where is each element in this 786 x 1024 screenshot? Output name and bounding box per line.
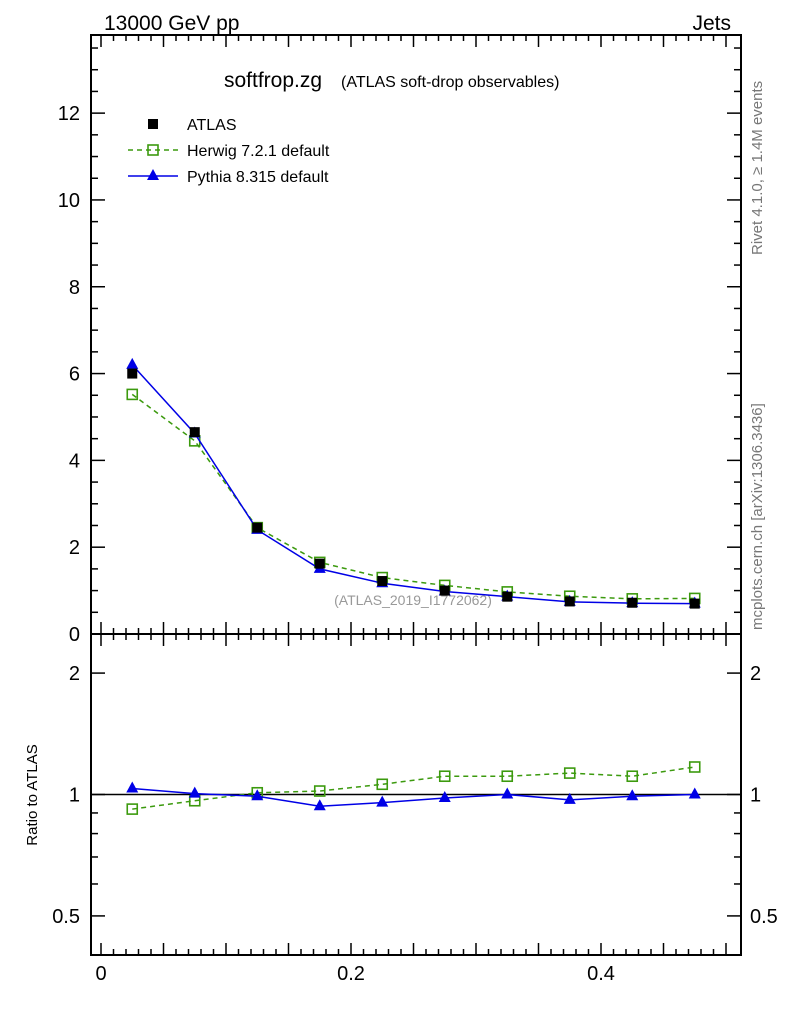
y-tick-label: 2 xyxy=(69,537,80,559)
ratio-y-tick-label-right: 1 xyxy=(750,785,761,807)
ratio-point-2 xyxy=(688,787,701,799)
chart-title: softfrop.zg xyxy=(224,69,322,92)
y-tick-label: 12 xyxy=(58,103,80,125)
x-tick-label: 0.2 xyxy=(337,963,365,985)
data-point-0 xyxy=(627,597,638,608)
data-point-2 xyxy=(126,357,139,369)
ratio-point-2 xyxy=(563,792,576,804)
ratio-point-2 xyxy=(501,787,514,799)
ratio-point-1 xyxy=(313,785,326,797)
y-tick-label: 8 xyxy=(69,277,80,299)
ratio-line-2 xyxy=(132,787,695,808)
data-point-0 xyxy=(314,558,325,569)
chart-subtitle: (ATLAS soft-drop observables) xyxy=(341,74,559,91)
legend-marker-herwig xyxy=(147,144,159,156)
ratio-point-1 xyxy=(501,770,514,783)
series-line-2 xyxy=(131,364,695,605)
ratio-y-tick-label: 2 xyxy=(69,663,80,685)
ratio-point-1 xyxy=(688,761,701,773)
ratio-point-2 xyxy=(188,786,201,798)
data-point-0 xyxy=(127,368,138,379)
ratio-point-1 xyxy=(376,778,389,791)
legend-label-atlas: ATLAS xyxy=(187,117,237,134)
ratio-ylabel: Ratio to ATLAS xyxy=(24,744,41,845)
data-point-0 xyxy=(189,427,200,438)
data-point-0 xyxy=(377,576,388,587)
ratio-point-2 xyxy=(313,799,326,811)
data-point-0 xyxy=(564,596,575,607)
ratio-point-1 xyxy=(563,767,576,779)
rivet-label: Rivet 4.1.0, ≥ 1.4M events xyxy=(749,81,766,255)
data-point-0 xyxy=(439,585,450,596)
ratio-point-1 xyxy=(438,770,451,783)
series-line-1 xyxy=(131,393,695,600)
ratio-point-1 xyxy=(626,770,639,783)
ratio-point-2 xyxy=(438,791,451,803)
data-point-1 xyxy=(126,388,139,401)
x-tick-label: 0 xyxy=(95,963,106,985)
header-right: Jets xyxy=(692,12,731,35)
legend: ATLAS Herwig 7.2.1 default Pythia 8.315 … xyxy=(187,117,330,186)
ratio-point-2 xyxy=(126,781,139,793)
y-tick-label: 6 xyxy=(69,364,80,386)
ratio-y-tick-label: 0.5 xyxy=(52,906,80,928)
ratio-point-1 xyxy=(126,803,139,815)
y-tick-label: 4 xyxy=(69,450,80,472)
ratio-y-tick-label-right: 0.5 xyxy=(750,906,778,928)
header-left: 13000 GeV pp xyxy=(104,12,239,35)
ratio-point-2 xyxy=(376,795,389,807)
ratio-line-1 xyxy=(132,766,695,810)
legend-marker-atlas xyxy=(148,119,158,129)
data-point-0 xyxy=(502,591,513,602)
watermark: (ATLAS_2019_I1772062) xyxy=(334,592,492,608)
legend-label-herwig: Herwig 7.2.1 default xyxy=(187,143,330,160)
data-point-0 xyxy=(689,598,700,609)
y-tick-label: 0 xyxy=(69,624,80,646)
ratio-y-tick-label: 1 xyxy=(69,785,80,807)
ratio-point-2 xyxy=(626,789,639,801)
legend-label-pythia: Pythia 8.315 default xyxy=(187,169,329,186)
ratio-y-tick-label-right: 2 xyxy=(750,663,761,685)
y-tick-label: 10 xyxy=(58,190,80,212)
x-tick-label: 0.4 xyxy=(587,963,615,985)
legend-marker-pythia xyxy=(147,169,159,180)
ratio-point-2 xyxy=(251,789,264,801)
data-point-0 xyxy=(252,522,263,533)
mcplots-label: mcplots.cern.ch [arXiv:1306.3436] xyxy=(749,403,766,630)
